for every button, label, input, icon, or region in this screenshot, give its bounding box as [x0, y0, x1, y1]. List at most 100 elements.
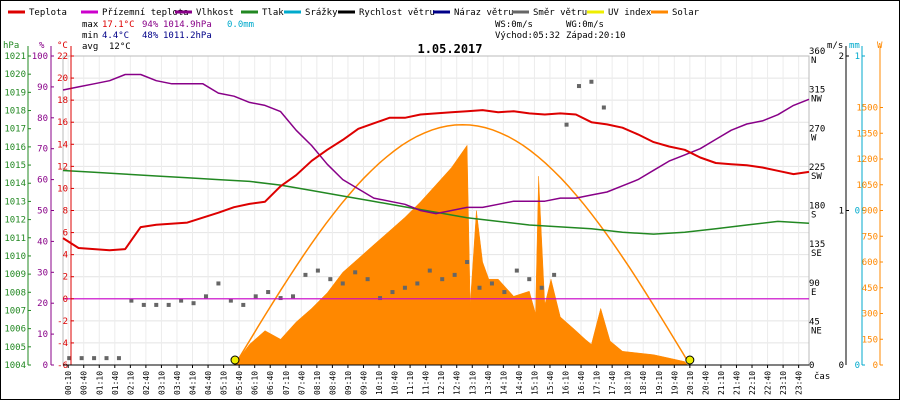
x-tick-label: 14:10 [499, 371, 508, 395]
solar-tick-label: 450 [862, 284, 878, 294]
x-tick-label: 23:10 [779, 371, 788, 395]
x-tick-label: 14:40 [515, 371, 524, 395]
wind-direction-point [552, 272, 557, 277]
wind-direction-point [427, 268, 432, 273]
wind-direction-point [353, 270, 358, 275]
pressure-tick-label: 1015 [4, 161, 26, 171]
x-tick-label: 09:10 [344, 371, 353, 395]
legend-label-wind-speed: Rychlost větru [359, 8, 435, 18]
x-tick-label: 04:10 [189, 371, 198, 395]
wind-direction-point [166, 302, 171, 307]
chart-title: 1.05.2017 [417, 42, 482, 56]
stats-ws: WS:0m/s [495, 20, 533, 30]
stats-max-precip: 0.0mm [227, 20, 254, 30]
legend-item-wind-speed: Rychlost větru [338, 8, 435, 18]
pressure-tick-label: 1007 [4, 306, 26, 316]
wind-direction-point [564, 122, 569, 127]
stats-min-pressure: 1011.2hPa [163, 31, 212, 41]
x-tick-label: 01:10 [95, 371, 104, 395]
wind-direction-point [527, 277, 532, 282]
x-tick-label: 13:10 [468, 371, 477, 395]
x-tick-label: 05:10 [220, 371, 229, 395]
direction-tick-value: 360 [809, 47, 825, 57]
direction-tick-value: 225 [809, 163, 825, 173]
x-tick-label: 15:10 [530, 371, 539, 395]
wind-direction-point [465, 260, 470, 264]
x-tick-label: 06:40 [266, 371, 275, 395]
wind-direction-point [141, 302, 146, 307]
precip-tick-label: 1 [855, 52, 860, 62]
humidity-tick-label: 30 [37, 268, 48, 278]
wind-direction-point [241, 302, 246, 307]
pressure-tick-label: 1011 [4, 234, 26, 244]
wind-tick-label: 1 [839, 207, 844, 217]
x-tick-label: 00:10 [64, 371, 73, 395]
pressure-tick-label: 1021 [4, 52, 26, 62]
x-tick-label: 04:40 [204, 371, 213, 395]
legend-item-humidity: Vlhkost [175, 8, 234, 18]
x-tick-label: 19:10 [655, 371, 664, 395]
x-tick-label: 06:10 [251, 371, 260, 395]
wind-direction-point [67, 356, 72, 361]
wind-direction-point [278, 296, 283, 301]
wind-direction-point [228, 298, 233, 303]
wind-direction-point [340, 281, 345, 286]
temperature-tick-label: 0 [63, 295, 68, 305]
temperature-tick-label: 22 [57, 52, 68, 62]
direction-tick-value: 180 [809, 202, 825, 212]
solar-area [233, 144, 689, 366]
wind-direction-point [489, 281, 494, 286]
pressure-tick-label: 1012 [4, 216, 26, 226]
wind-direction-point [315, 268, 320, 273]
x-tick-label: 16:10 [562, 371, 571, 395]
temperature-tick-label: 10 [57, 184, 68, 194]
legend-label-gust: Náraz větru [454, 8, 514, 18]
pressure-tick-label: 1016 [4, 143, 26, 153]
solar-tick-label: 900 [862, 207, 878, 217]
pressure-tick-label: 1019 [4, 88, 26, 98]
legend-label-precipitation: Srážky [305, 8, 338, 18]
wind-direction-point [378, 296, 383, 301]
stats-min-label: min [82, 31, 98, 41]
wind-direction-point [203, 294, 208, 299]
wind-direction-point [452, 272, 457, 277]
direction-tick-value: 90 [809, 279, 820, 289]
direction-tick-name: N [811, 56, 816, 66]
x-tick-label: 22:10 [748, 371, 757, 395]
pressure-tick-label: 1017 [4, 125, 26, 135]
x-tick-label: 08:10 [313, 371, 322, 395]
x-tick-label: 11:10 [406, 371, 415, 395]
axis-unit-temperature: °C [57, 41, 68, 51]
temperature-tick-label: 14 [57, 140, 68, 150]
x-tick-label: 15:40 [546, 371, 555, 395]
solar-tick-label: 750 [862, 232, 878, 242]
wind-direction-point [154, 302, 159, 307]
stats-block: max 17.1°C 94% 1014.9hPa 0.0mm min 4.4°C… [82, 20, 626, 52]
sunrise-marker [230, 355, 240, 365]
solar-tick-label: 150 [862, 335, 878, 345]
humidity-tick-label: 20 [37, 299, 48, 309]
x-tick-label: 19:40 [670, 371, 679, 395]
stats-sunset: Západ:20:10 [566, 31, 626, 41]
x-tick-label: 23:40 [795, 371, 804, 395]
x-tick-label: 01:40 [111, 371, 120, 395]
x-tick-label: 22:40 [764, 371, 773, 395]
temperature-tick-label: 4 [63, 251, 68, 261]
wind-direction-point [440, 277, 445, 282]
direction-tick-name: SE [811, 249, 822, 259]
x-tick-label: 02:40 [142, 371, 151, 395]
wind-direction-point [402, 285, 407, 290]
x-tick-label: 16:40 [577, 371, 586, 395]
humidity-tick-label: 80 [37, 114, 48, 124]
solar-tick-label: 1350 [856, 129, 878, 139]
axis-unit-time: čas [814, 371, 830, 382]
wind-direction-point [589, 79, 594, 84]
direction-tick-zero: 0 [809, 361, 814, 371]
stats-avg-temp: 12°C [109, 42, 131, 52]
pressure-tick-label: 1010 [4, 252, 26, 262]
wind-direction-point [539, 285, 544, 290]
solar-tick-label: 600 [862, 258, 878, 268]
legend-item-gust: Náraz větru [433, 8, 514, 18]
direction-tick-value: 135 [809, 240, 825, 250]
